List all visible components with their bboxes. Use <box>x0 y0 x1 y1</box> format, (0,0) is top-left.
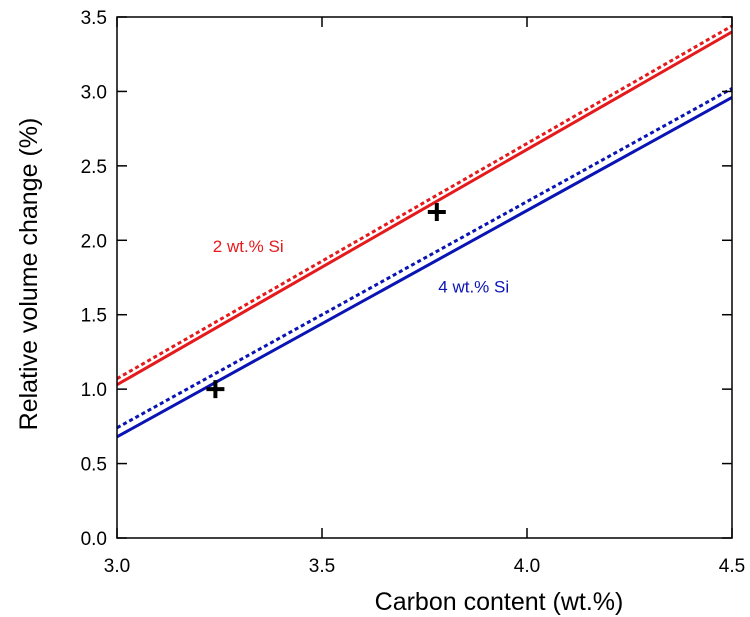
cross-marker-2 <box>206 380 225 399</box>
y-tick-label: 1.5 <box>81 306 107 327</box>
y-tick-label: 2.0 <box>81 231 107 252</box>
x-tick-label: 3.0 <box>104 556 130 577</box>
x-tick-label: 3.5 <box>309 556 335 577</box>
y-tick-label: 0.5 <box>81 455 107 476</box>
cross-marker-1 <box>427 203 446 222</box>
series-line-3 <box>117 96 732 439</box>
annotation-layer: 2 wt.% Si 4 wt.% Si <box>213 237 509 296</box>
series-line-4 <box>117 87 732 430</box>
series-line-2 <box>117 24 732 381</box>
series-annotation-1: 2 wt.% Si <box>213 237 284 256</box>
x-tick-label: 4.5 <box>719 556 745 577</box>
series-layer <box>117 24 732 439</box>
y-tick-label: 0.0 <box>81 529 107 550</box>
tick-layer: 3.0 3.5 4.0 4.5 0.0 0.5 1.0 1.5 2.0 2.5 3.0 3.5 <box>81 8 746 577</box>
x-axis-title: Carbon content (wt.%) <box>375 588 624 616</box>
y-tick-label: 2.5 <box>81 157 107 178</box>
y-axis-title: Relative volume change (%) <box>15 118 43 431</box>
marker-layer <box>206 203 446 399</box>
series-annotation-2: 4 wt.% Si <box>438 277 509 296</box>
series-line-1 <box>117 30 732 387</box>
y-tick-label: 3.0 <box>81 82 107 103</box>
plot-frame <box>116 16 733 539</box>
x-tick-label: 4.0 <box>514 556 540 577</box>
y-tick-label: 1.0 <box>81 380 107 401</box>
y-tick-label: 3.5 <box>81 8 107 29</box>
